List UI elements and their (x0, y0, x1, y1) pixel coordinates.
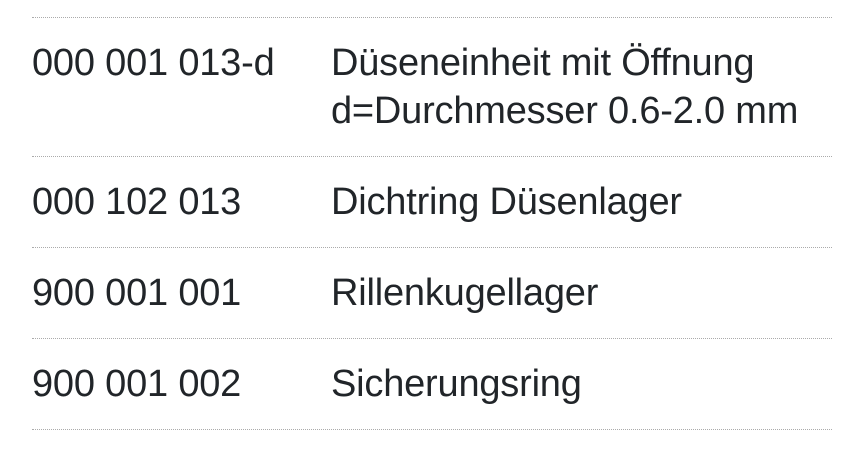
description-cell: Dichtring Düsenlager (331, 181, 682, 223)
part-number-cell: 000 001 013-d (32, 42, 275, 84)
description-cell: Rillenkugellager (331, 272, 599, 314)
table-row: 900 001 001 Rillenkugellager (32, 247, 832, 338)
part-number-cell: 900 001 001 (32, 272, 242, 314)
table-row: 000 001 013-d Düseneinheit mit Öffnung d… (32, 17, 832, 156)
table-row: 000 102 013 Dichtring Düsenlager (32, 156, 832, 247)
part-number-cell: 900 001 002 (32, 363, 242, 405)
description-cell: Düseneinheit mit Öffnung d=Durchmesser 0… (331, 42, 799, 132)
table-row: 900 001 002 Sicherungsring (32, 338, 832, 429)
part-number-cell: 000 102 013 (32, 181, 242, 223)
parts-table: 000 001 013-d Düseneinheit mit Öffnung d… (32, 17, 832, 430)
description-cell: Sicherungsring (331, 363, 582, 405)
